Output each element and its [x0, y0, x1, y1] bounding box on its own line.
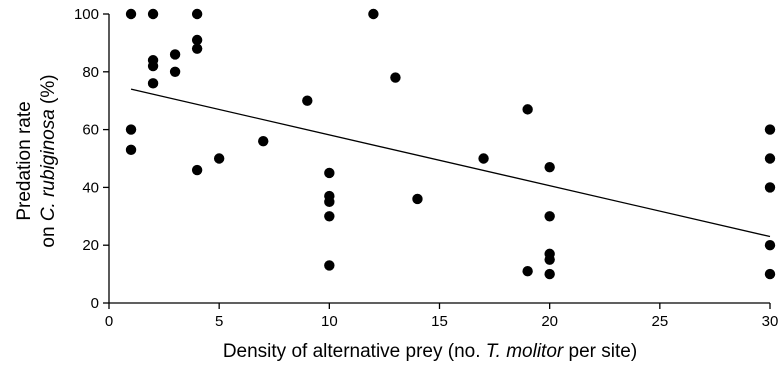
data-point [169, 49, 181, 60]
data-point [324, 196, 335, 208]
data-point [191, 164, 203, 176]
data-point [125, 124, 137, 135]
axes [108, 14, 770, 304]
data-point [764, 153, 776, 164]
data-point [191, 8, 203, 20]
data-point [764, 124, 776, 135]
y-axis-title-line1: Predation rate [14, 101, 35, 220]
data-point [764, 268, 776, 280]
data-point [544, 211, 555, 222]
x-axis-title: Density of alternative prey (no. T. moli… [223, 341, 637, 362]
data-point [125, 8, 137, 20]
y-tick-label: 80 [82, 64, 99, 81]
x-tick-label: 0 [105, 313, 113, 330]
x-tick-label: 10 [321, 313, 338, 330]
data-point [169, 66, 181, 78]
x-tick-label: 15 [431, 313, 448, 330]
x-tick-label: 30 [762, 313, 779, 330]
y-axis-title-line2: on C. rubiginosa (%) [38, 74, 59, 247]
y-tick-label: 20 [82, 237, 99, 254]
data-point [390, 72, 401, 83]
y-tick-label: 60 [82, 122, 99, 139]
data-point [544, 268, 555, 280]
data-point [544, 161, 555, 173]
data-point [147, 60, 159, 72]
data-point [412, 193, 423, 205]
data-point [522, 104, 533, 115]
data-point [147, 78, 159, 89]
data-point [147, 8, 159, 20]
data-point [191, 43, 203, 54]
x-tick-label: 5 [215, 313, 223, 330]
regression-line-group [130, 88, 771, 238]
data-point [125, 144, 137, 156]
data-point [764, 182, 776, 193]
data-point [324, 211, 335, 222]
data-point [368, 8, 379, 20]
data-point [213, 153, 225, 164]
data-point [302, 95, 313, 106]
data-point [324, 260, 335, 271]
regression-line [130, 88, 771, 238]
data-point [544, 254, 555, 265]
y-tick-label: 0 [91, 295, 99, 312]
data-point [258, 135, 269, 147]
x-tick-label: 25 [651, 313, 668, 330]
data-point [191, 34, 203, 46]
data-point [324, 167, 335, 179]
x-tick-label: 20 [541, 313, 558, 330]
data-point [764, 240, 776, 251]
data-points [125, 8, 776, 280]
y-tick-label: 100 [74, 6, 99, 23]
y-tick-label: 40 [82, 179, 99, 196]
data-point [478, 153, 489, 164]
ticks: 0 5 10 15 20 25 30 0 20 40 60 80 100 [74, 6, 778, 330]
data-point [522, 266, 533, 277]
